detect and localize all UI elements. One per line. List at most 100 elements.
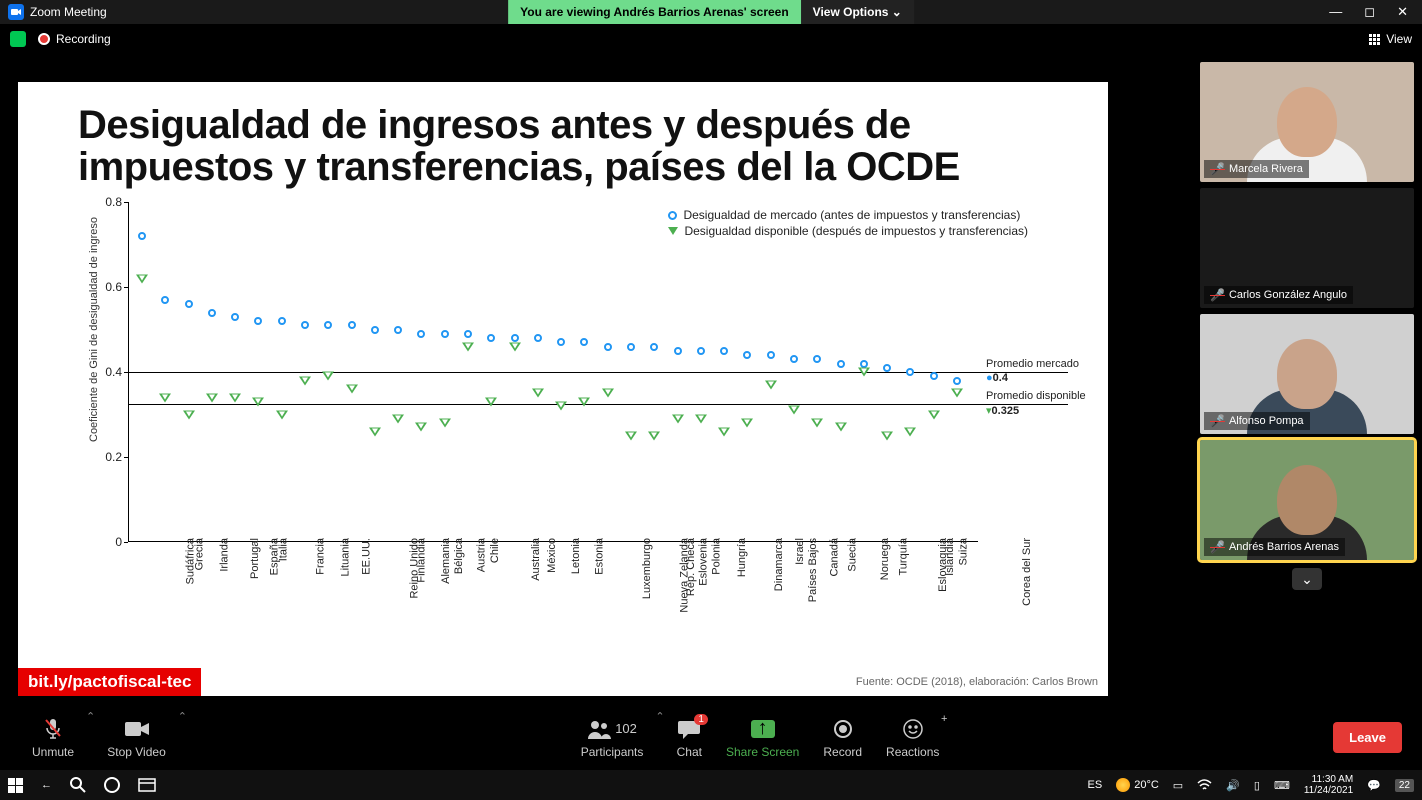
- participant-tile[interactable]: 🎤Alfonso Pompa: [1200, 314, 1414, 434]
- participants-button[interactable]: 102 Participants: [569, 716, 656, 759]
- disposable-point: [718, 427, 730, 436]
- view-label: View: [1386, 32, 1412, 46]
- expand-participants-button[interactable]: ⌄: [1292, 568, 1322, 590]
- stop-video-label: Stop Video: [107, 745, 166, 759]
- disposable-point: [299, 376, 311, 385]
- y-tick-label: 0.8: [92, 195, 122, 209]
- reactions-button[interactable]: + Reactions: [874, 716, 951, 759]
- market-point: [534, 334, 542, 342]
- x-category-label: Grecia: [194, 538, 206, 570]
- reference-value: ▾0.325: [986, 404, 1019, 417]
- minimize-button[interactable]: —: [1329, 4, 1342, 20]
- view-options-button[interactable]: View Options ⌄: [801, 0, 914, 24]
- share-screen-button[interactable]: ↑ Share Screen: [714, 716, 811, 759]
- leave-button[interactable]: Leave: [1333, 722, 1402, 753]
- participant-name-badge: 🎤Carlos González Angulo: [1204, 286, 1353, 304]
- disposable-point: [602, 389, 614, 398]
- tray-icon[interactable]: ▯: [1254, 779, 1260, 792]
- x-category-label: Corea del Sur: [1021, 538, 1033, 606]
- reference-label: Promedio mercado: [986, 358, 1079, 370]
- market-point: [580, 338, 588, 346]
- market-point: [813, 355, 821, 363]
- battery-icon[interactable]: ▭: [1173, 779, 1183, 792]
- x-category-label: Australia: [530, 538, 542, 581]
- disposable-point: [951, 389, 963, 398]
- x-category-label: Eslovenia: [698, 538, 710, 586]
- chat-badge: 1: [694, 714, 708, 725]
- x-category-label: Canadá: [829, 538, 841, 577]
- reactions-label: Reactions: [886, 745, 939, 759]
- chat-button[interactable]: 1 Chat: [665, 716, 714, 759]
- x-category-label: Rep. Checa: [685, 538, 697, 596]
- market-point: [185, 300, 193, 308]
- market-point: [837, 360, 845, 368]
- volume-icon[interactable]: 🔊: [1226, 779, 1240, 792]
- participant-tile[interactable]: 🎤Andrés Barrios Arenas: [1200, 440, 1414, 560]
- keyboard-icon[interactable]: ⌨: [1274, 779, 1290, 792]
- clock-date: 11/24/2021: [1304, 785, 1353, 796]
- x-category-label: Hungría: [736, 538, 748, 577]
- participants-count: 102: [615, 721, 637, 736]
- slide-title: Desigualdad de ingresos antes y después …: [18, 82, 1108, 188]
- language-indicator[interactable]: ES: [1088, 779, 1103, 791]
- disposable-point: [369, 427, 381, 436]
- market-point: [161, 296, 169, 304]
- x-category-label: Países Bajos: [808, 538, 820, 602]
- cortana-icon[interactable]: [104, 777, 120, 793]
- notification-count[interactable]: 22: [1395, 779, 1414, 792]
- video-caret[interactable]: ⌃: [178, 710, 187, 723]
- disposable-point: [415, 423, 427, 432]
- market-point: [417, 330, 425, 338]
- wifi-icon[interactable]: [1197, 779, 1212, 791]
- disposable-point: [904, 427, 916, 436]
- start-button[interactable]: [8, 778, 23, 793]
- notifications-icon[interactable]: 💬: [1367, 779, 1381, 792]
- chart-y-axis-label: Coeficiente de Gini de desigualdad de in…: [88, 217, 100, 442]
- weather-widget[interactable]: 20°C: [1116, 778, 1159, 792]
- disposable-point: [159, 393, 171, 402]
- y-tick-label: 0.2: [92, 450, 122, 464]
- search-icon[interactable]: [70, 777, 86, 793]
- audio-caret[interactable]: ⌃: [86, 710, 95, 723]
- participants-caret[interactable]: ⌃: [655, 710, 664, 723]
- market-point: [441, 330, 449, 338]
- recording-icon: [38, 33, 50, 45]
- participant-tile[interactable]: 🎤Carlos González Angulo: [1200, 188, 1414, 308]
- x-category-label: Irlanda: [218, 538, 230, 572]
- view-layout-button[interactable]: View: [1369, 32, 1412, 46]
- participants-label: Participants: [581, 745, 644, 759]
- maximize-button[interactable]: ◻: [1364, 4, 1375, 20]
- market-point: [487, 334, 495, 342]
- temperature: 20°C: [1134, 779, 1159, 791]
- back-icon[interactable]: ←: [41, 779, 52, 791]
- x-category-label: Italia: [278, 538, 290, 561]
- reference-value: ●0.4: [986, 372, 1008, 384]
- screenshare-message: You are viewing Andrés Barrios Arenas' s…: [508, 0, 801, 24]
- market-point: [301, 321, 309, 329]
- encryption-shield-icon[interactable]: [10, 31, 26, 47]
- system-clock[interactable]: 11:30 AM 11/24/2021: [1304, 774, 1353, 796]
- close-button[interactable]: ✕: [1397, 4, 1408, 20]
- x-category-label: Polonia: [710, 538, 722, 575]
- participants-video-panel: 🎤Marcela Rivera 🎤Carlos González Angulo 🎤A…: [1192, 54, 1422, 704]
- market-point: [208, 309, 216, 317]
- market-point: [348, 321, 356, 329]
- disposable-point: [392, 414, 404, 423]
- disposable-point: [625, 431, 637, 440]
- record-button[interactable]: Record: [811, 716, 874, 759]
- disposable-point: [322, 372, 334, 381]
- participant-tile[interactable]: 🎤Marcela Rivera: [1200, 62, 1414, 182]
- muted-icon: 🎤: [1210, 540, 1225, 554]
- windows-taskbar: ← ES 20°C ▭ 🔊 ▯ ⌨ 11:30 AM 11/24/2021 💬 …: [0, 770, 1422, 800]
- disposable-point: [788, 406, 800, 415]
- task-view-icon[interactable]: [138, 778, 156, 792]
- zoom-meeting-toolbar: Unmute ⌃ Stop Video ⌃ 102 Participants ⌃…: [0, 704, 1422, 770]
- x-category-label: Islandia: [944, 538, 956, 576]
- disposable-point: [532, 389, 544, 398]
- unmute-button[interactable]: Unmute: [20, 716, 86, 759]
- stop-video-button[interactable]: Stop Video: [95, 716, 178, 759]
- disposable-point: [741, 419, 753, 428]
- muted-icon: 🎤: [1210, 414, 1225, 428]
- x-category-label: Turquía: [897, 538, 909, 576]
- window-title: Zoom Meeting: [30, 5, 107, 19]
